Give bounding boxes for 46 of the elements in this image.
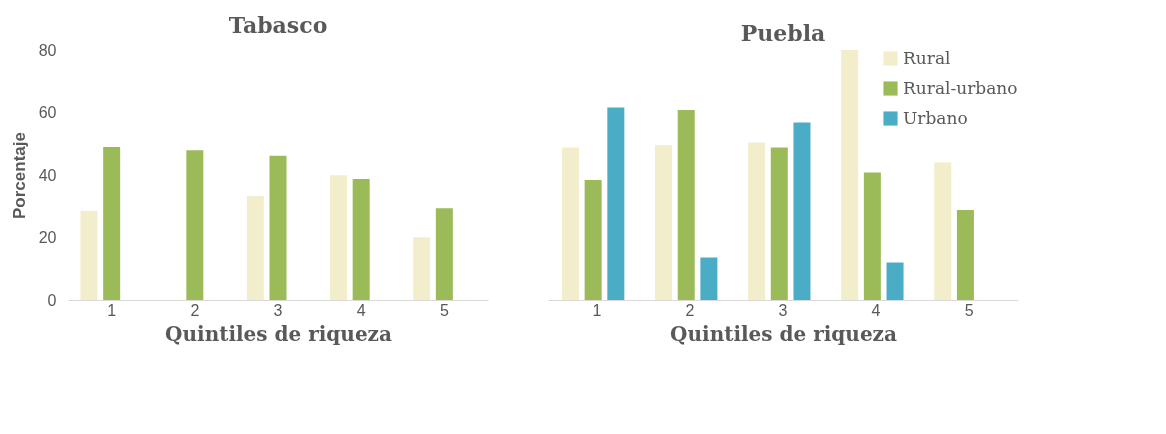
y-tick-label: 40 <box>38 166 57 184</box>
bar <box>748 142 766 300</box>
x-axis-title: Quintiles de riqueza <box>165 321 392 346</box>
x-tick-label: 3 <box>273 301 283 319</box>
bar <box>80 210 98 300</box>
bar <box>329 175 347 300</box>
bar <box>886 262 904 300</box>
x-tick-label: 5 <box>964 301 974 319</box>
bar <box>793 122 811 300</box>
bar <box>677 110 695 300</box>
y-tick-label: 0 <box>47 291 57 309</box>
bar <box>561 147 579 300</box>
bar <box>956 210 974 300</box>
x-tick-label: 1 <box>107 301 117 319</box>
bar <box>934 162 952 300</box>
bar <box>841 50 859 300</box>
x-tick-label: 1 <box>592 301 602 319</box>
bar <box>352 179 370 300</box>
bar <box>700 257 718 300</box>
bar <box>655 145 673 300</box>
y-tick-label: 20 <box>38 229 57 246</box>
bar <box>607 107 625 300</box>
x-tick-label: 2 <box>190 301 200 319</box>
bar <box>413 237 431 300</box>
bar <box>186 150 204 300</box>
y-tick-label: 80 <box>38 41 57 59</box>
y-tick-label: 60 <box>38 104 57 121</box>
x-tick-label: 4 <box>356 301 366 319</box>
legend-label: Rural-urbano <box>903 77 1018 98</box>
legend-label: Rural <box>903 47 951 68</box>
x-tick-label: 5 <box>439 301 449 319</box>
bar <box>435 208 453 300</box>
bar <box>103 146 121 300</box>
x-tick-label: 2 <box>685 301 695 319</box>
x-tick-label: 4 <box>871 301 881 319</box>
y-axis-title: Porcentaje <box>9 132 29 219</box>
bar <box>269 155 287 300</box>
bar <box>246 195 264 300</box>
chart-title: Tabasco <box>228 12 328 38</box>
bar <box>584 180 602 300</box>
legend-label: Urbano <box>903 107 968 128</box>
chart-title: Puebla <box>740 20 826 46</box>
bar <box>770 147 788 300</box>
bar <box>863 172 881 300</box>
x-axis-title: Quintiles de riqueza <box>670 321 897 346</box>
x-tick-label: 3 <box>778 301 788 319</box>
